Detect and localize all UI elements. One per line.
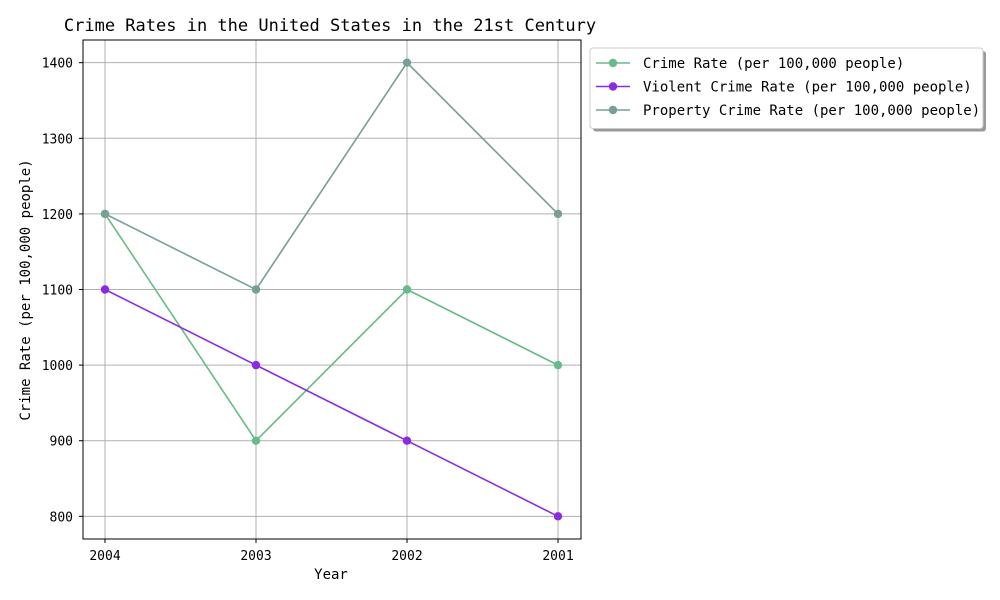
series-1 [100, 209, 563, 445]
data-point [553, 360, 563, 370]
legend-swatch-marker [608, 82, 618, 91]
data-point [553, 512, 563, 521]
data-point [251, 285, 261, 294]
x-tick-label: 2002 [391, 549, 422, 564]
y-tick-label: 800 [50, 510, 73, 525]
x-tick-label: 2004 [89, 549, 120, 564]
legend-label: Violent Crime Rate (per 100,000 people) [643, 80, 972, 96]
x-tick-label: 2001 [542, 549, 573, 564]
y-tick-label: 1300 [42, 132, 73, 147]
y-tick-label: 1200 [42, 208, 73, 223]
legend-swatch-marker [608, 58, 618, 68]
series-2 [100, 285, 563, 521]
legend-label: Crime Rate (per 100,000 people) [643, 56, 904, 72]
data-point [402, 285, 412, 294]
series-line [104, 288, 559, 518]
chart-title: Crime Rates in the United States in the … [64, 16, 596, 36]
y-axis-ticks: 800 900 1000 1100 1200 1300 1400 [42, 57, 83, 525]
series-line [104, 61, 559, 291]
data-point [402, 436, 412, 445]
grid-lines [83, 40, 581, 539]
y-tick-label: 900 [50, 435, 73, 450]
x-tick-label: 2003 [240, 549, 271, 564]
x-axis-label: Year [314, 567, 348, 583]
data-point [553, 209, 563, 219]
data-point [100, 285, 110, 294]
series-3 [100, 58, 563, 294]
y-tick-label: 1400 [42, 57, 73, 72]
data-point [251, 360, 261, 370]
data-point [100, 209, 110, 219]
data-point [402, 58, 412, 67]
x-axis-ticks: 2004 2003 2002 2001 [89, 539, 574, 564]
y-axis-label: Crime Rate (per 100,000 people) [18, 159, 34, 420]
legend-swatch-marker [608, 105, 618, 115]
y-tick-label: 1000 [42, 359, 73, 374]
legend: Crime Rate (per 100,000 people) Violent C… [589, 47, 986, 132]
series-layer [100, 58, 563, 521]
data-point [251, 436, 261, 445]
y-tick-label: 1100 [42, 284, 73, 299]
legend-box [589, 47, 984, 129]
legend-label: Property Crime Rate (per 100,000 people) [643, 103, 980, 119]
